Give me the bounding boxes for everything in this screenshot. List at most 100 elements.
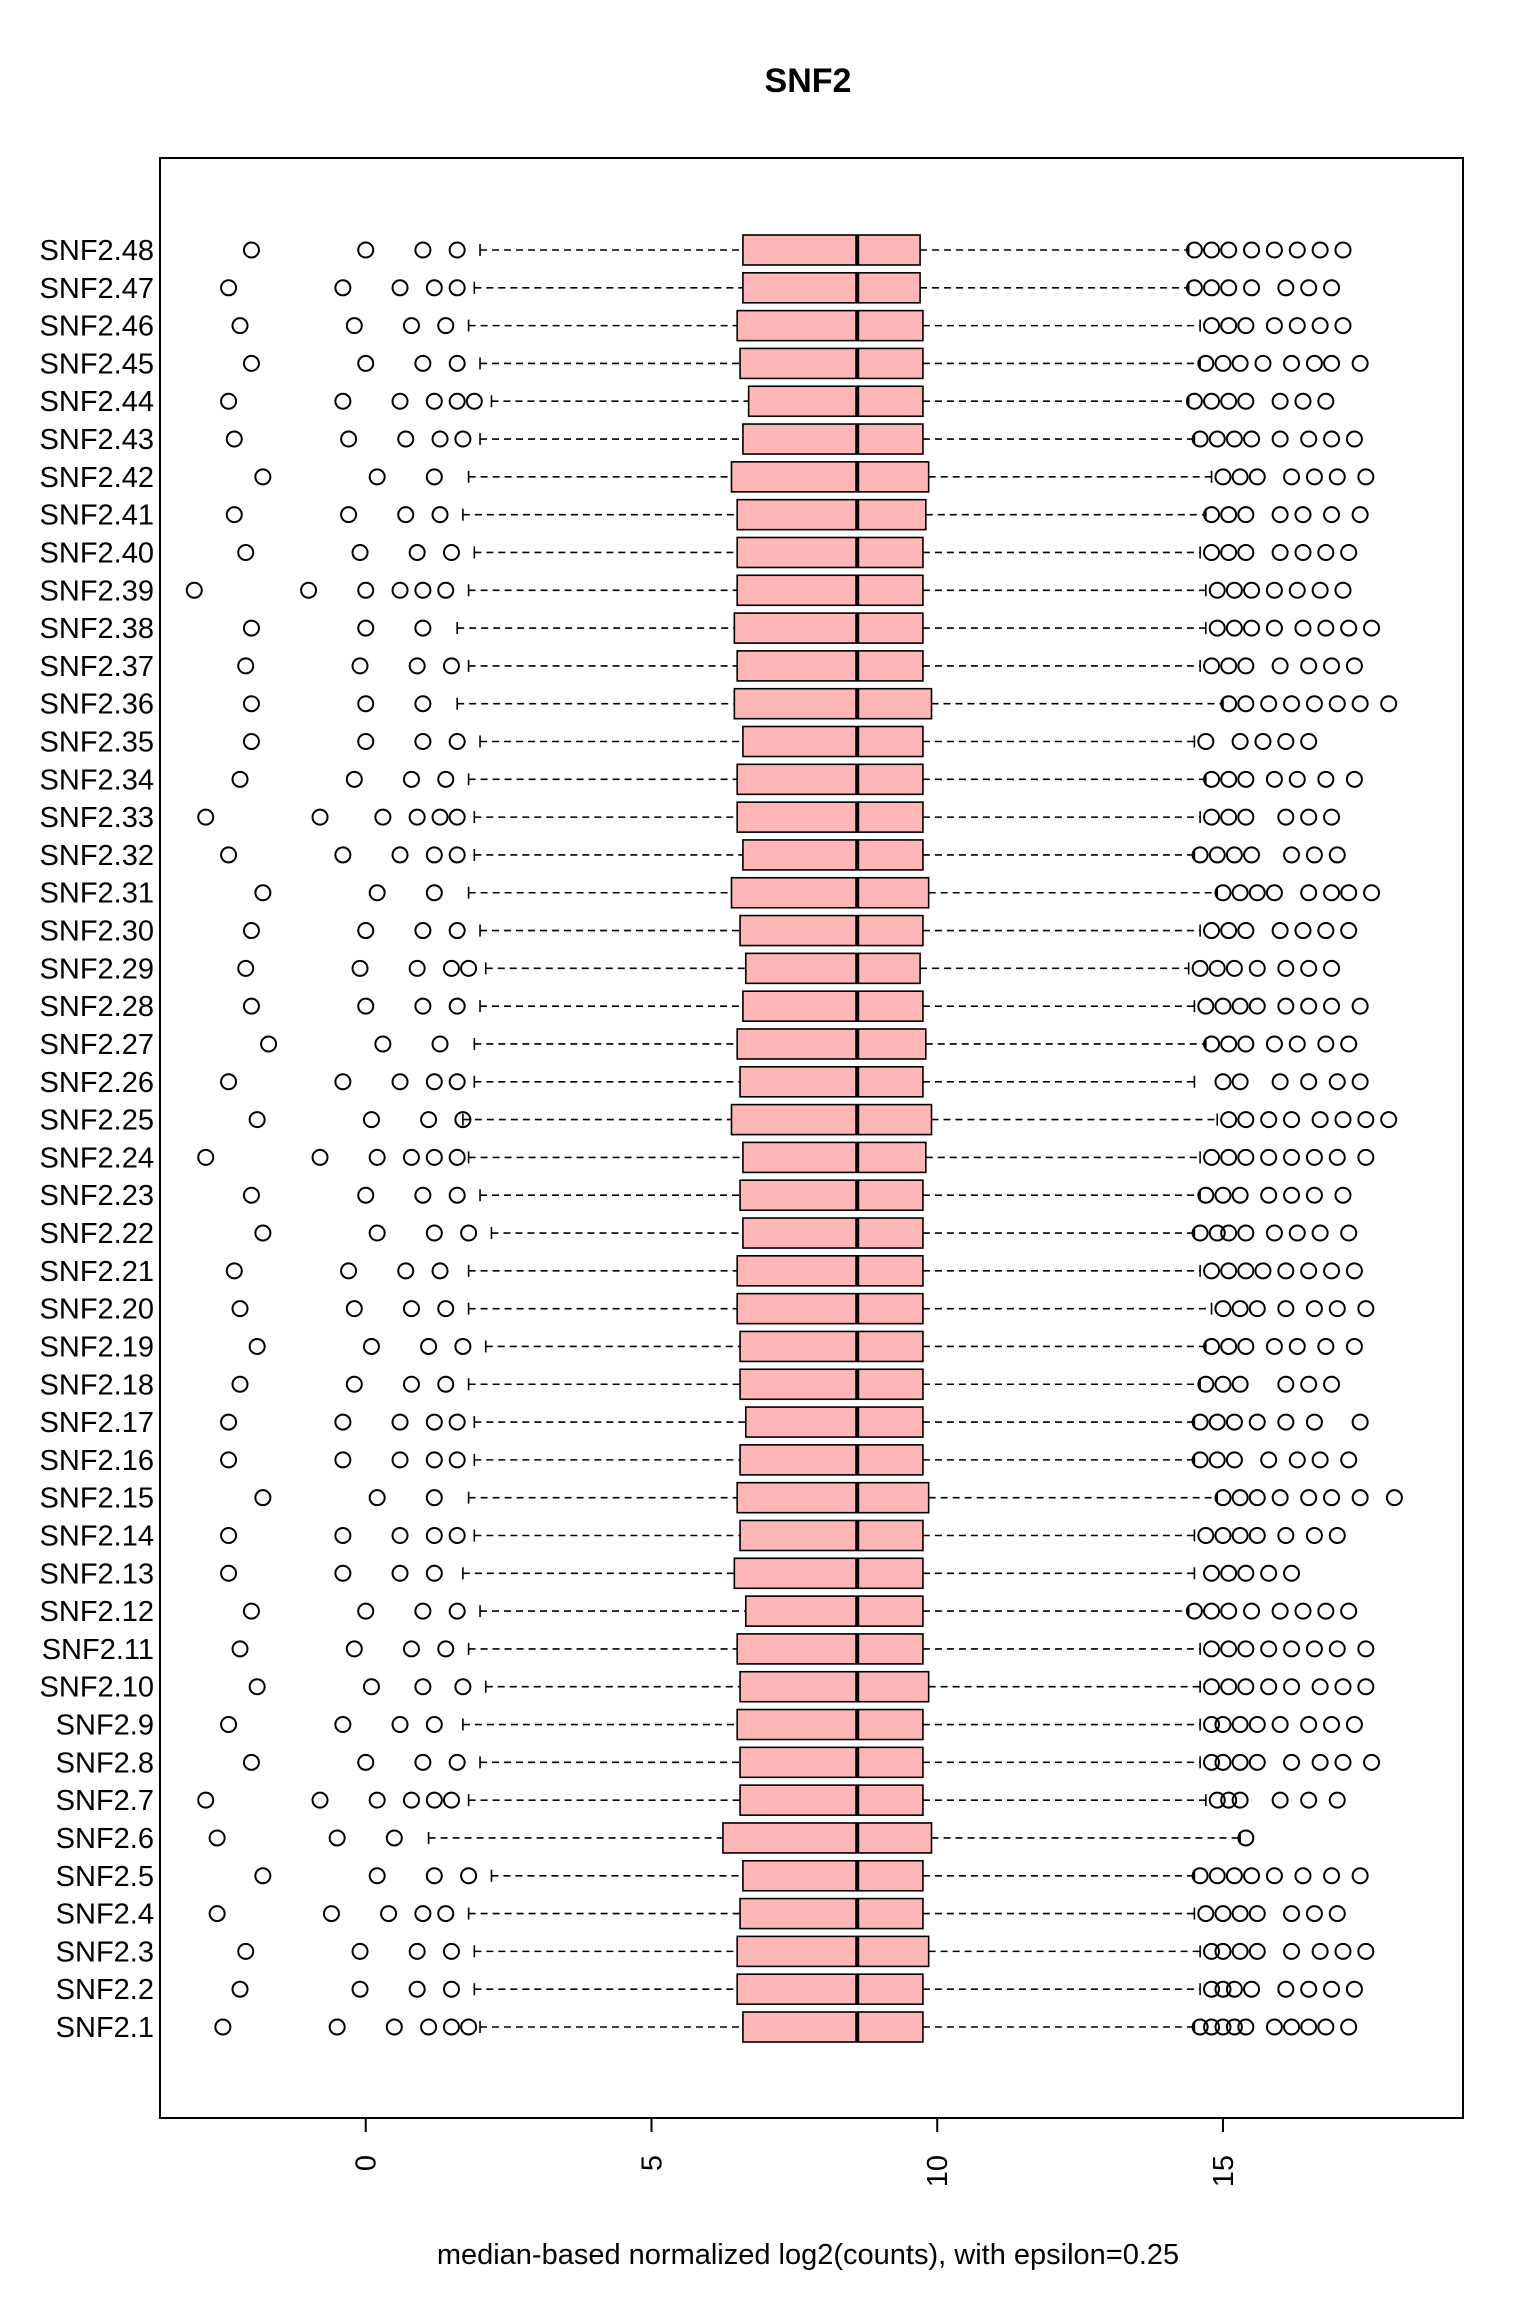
outlier-point bbox=[1243, 430, 1261, 448]
outlier-point bbox=[334, 1413, 352, 1431]
outlier-point bbox=[1231, 733, 1249, 751]
outlier-point bbox=[1231, 1753, 1249, 1771]
category-label: SNF2.4 bbox=[56, 1899, 154, 1931]
outlier-point bbox=[1220, 1035, 1238, 1053]
box-rect bbox=[736, 498, 927, 531]
outlier-point bbox=[1357, 1640, 1375, 1658]
outlier-point bbox=[351, 543, 369, 561]
outlier-point bbox=[1214, 1073, 1232, 1091]
outlier-point bbox=[1243, 279, 1261, 297]
box-rect bbox=[730, 1103, 933, 1136]
box-18 bbox=[231, 1368, 1341, 1401]
outlier-point bbox=[460, 1867, 478, 1885]
outlier-point bbox=[1323, 354, 1341, 372]
outlier-point bbox=[351, 959, 369, 977]
outlier-point bbox=[425, 884, 443, 902]
outlier-point bbox=[1237, 543, 1255, 561]
outlier-point bbox=[1231, 1526, 1249, 1544]
outlier-point bbox=[1323, 1375, 1341, 1393]
outlier-point bbox=[1203, 1942, 1221, 1960]
outlier-point bbox=[1265, 884, 1283, 902]
box-rect bbox=[739, 1897, 924, 1930]
outlier-point bbox=[1265, 1867, 1283, 1885]
outlier-point bbox=[1260, 1148, 1278, 1166]
box-33 bbox=[197, 801, 1341, 833]
outlier-point bbox=[1363, 619, 1381, 637]
outlier-point bbox=[1197, 1186, 1215, 1204]
box-36 bbox=[242, 687, 1398, 720]
outlier-point bbox=[425, 846, 443, 864]
outlier-point bbox=[1265, 1337, 1283, 1355]
outlier-point bbox=[1305, 1148, 1323, 1166]
outlier-point bbox=[1345, 770, 1363, 788]
outlier-point bbox=[1323, 430, 1341, 448]
outlier-point bbox=[1220, 1224, 1238, 1242]
outlier-point bbox=[1214, 1375, 1232, 1393]
outlier-point bbox=[357, 1753, 375, 1771]
outlier-point bbox=[220, 392, 238, 410]
outlier-point bbox=[220, 1451, 238, 1469]
outlier-point bbox=[1220, 1148, 1238, 1166]
box-rect bbox=[736, 1935, 930, 1968]
outlier-point bbox=[1220, 1337, 1238, 1355]
box-rect bbox=[733, 1557, 924, 1590]
outlier-point bbox=[1220, 1791, 1238, 1809]
outlier-point bbox=[414, 1678, 432, 1696]
outlier-point bbox=[414, 619, 432, 637]
outlier-point bbox=[1225, 1980, 1243, 1998]
category-label: SNF2.44 bbox=[40, 386, 154, 418]
outlier-point bbox=[414, 733, 432, 751]
outlier-point bbox=[1231, 884, 1249, 902]
outlier-point bbox=[1317, 922, 1335, 940]
outlier-point bbox=[1185, 241, 1203, 259]
outlier-point bbox=[374, 1035, 392, 1053]
outlier-point bbox=[408, 1980, 426, 1998]
outlier-point bbox=[1288, 1224, 1306, 1242]
outlier-point bbox=[448, 733, 466, 751]
outlier-point bbox=[1191, 430, 1209, 448]
box-37 bbox=[237, 650, 1363, 682]
outlier-point bbox=[408, 543, 426, 561]
outlier-point bbox=[368, 1867, 386, 1885]
outlier-point bbox=[1214, 884, 1232, 902]
outlier-point bbox=[1288, 1337, 1306, 1355]
box-rect bbox=[736, 1255, 924, 1287]
outlier-point bbox=[1191, 1413, 1209, 1431]
outlier-point bbox=[1203, 392, 1221, 410]
outlier-point bbox=[1220, 1678, 1238, 1696]
outlier-point bbox=[1305, 1413, 1323, 1431]
outlier-point bbox=[454, 1111, 472, 1129]
outlier-point bbox=[1225, 1413, 1243, 1431]
outlier-point bbox=[448, 241, 466, 259]
outlier-point bbox=[1203, 1716, 1221, 1734]
outlier-point bbox=[448, 1451, 466, 1469]
category-label: SNF2.9 bbox=[56, 1710, 154, 1742]
outlier-point bbox=[311, 1148, 329, 1166]
outlier-point bbox=[334, 1526, 352, 1544]
outlier-point bbox=[425, 1564, 443, 1582]
outlier-point bbox=[1208, 619, 1226, 637]
outlier-point bbox=[1351, 354, 1369, 372]
outlier-point bbox=[1283, 1148, 1301, 1166]
outlier-point bbox=[368, 468, 386, 486]
outlier-point bbox=[1203, 1602, 1221, 1620]
outlier-point bbox=[442, 959, 460, 977]
box-rect bbox=[744, 952, 921, 985]
outlier-point bbox=[1334, 1753, 1352, 1771]
outlier-point bbox=[1265, 581, 1283, 599]
outlier-point bbox=[1311, 581, 1329, 599]
outlier-point bbox=[1323, 279, 1341, 297]
outlier-point bbox=[1191, 2018, 1209, 2036]
outlier-point bbox=[328, 1829, 346, 1847]
outlier-point bbox=[1294, 1602, 1312, 1620]
outlier-point bbox=[1203, 1035, 1221, 1053]
outlier-point bbox=[391, 1073, 409, 1091]
outlier-point bbox=[368, 884, 386, 902]
outlier-point bbox=[1311, 1678, 1329, 1696]
box-6 bbox=[208, 1822, 1255, 1854]
outlier-point bbox=[1317, 770, 1335, 788]
outlier-point bbox=[391, 1413, 409, 1431]
category-label: SNF2.16 bbox=[40, 1445, 154, 1477]
outlier-point bbox=[454, 1678, 472, 1696]
outlier-point bbox=[1265, 2018, 1283, 2036]
